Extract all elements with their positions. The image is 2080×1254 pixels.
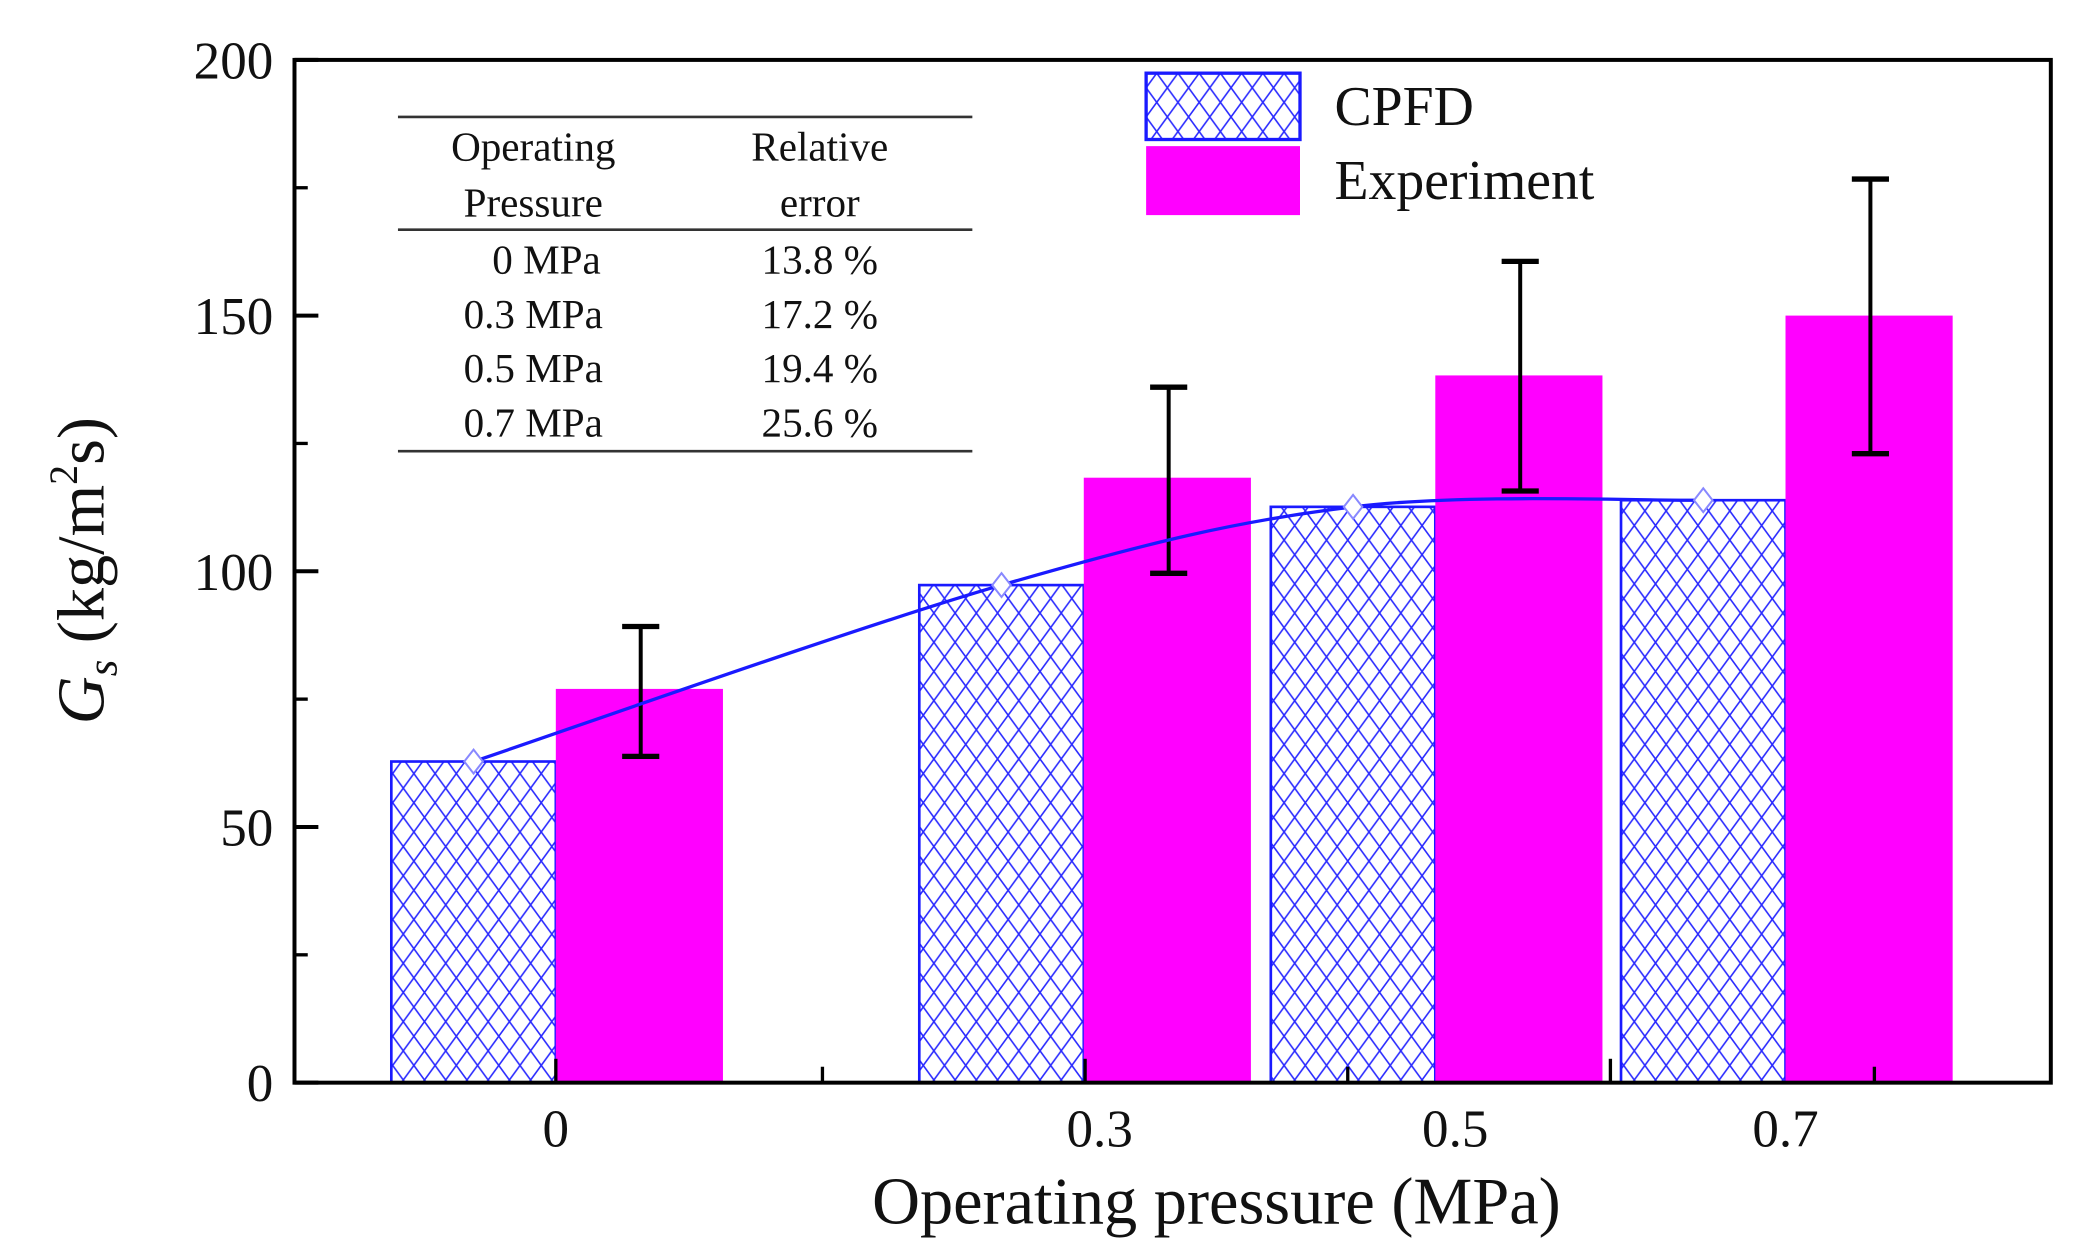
x-tick-label: 0 xyxy=(543,1100,570,1158)
legend: CPFD Experiment xyxy=(1144,71,1595,216)
bar-cpfd xyxy=(1619,498,1787,1084)
cpfd-point-marker xyxy=(463,747,485,776)
axes-layer: 0 50 100 150 200 0 0.3 0.5 0.7 xyxy=(194,32,1877,1158)
table-cell: 0.3 MPa xyxy=(464,291,603,337)
table-header-error-2: error xyxy=(780,179,860,225)
legend-swatch-experiment xyxy=(1146,146,1300,216)
bar-cpfd xyxy=(390,760,558,1084)
table-header-pressure-1: Operating xyxy=(451,124,615,170)
y-tick-label: 50 xyxy=(220,800,273,858)
table-cell: 0 MPa xyxy=(492,236,601,282)
y-tick-label: 100 xyxy=(194,544,274,602)
inset-table: Operating Pressure Relative error 0 MPa … xyxy=(397,115,973,453)
table-header-pressure-2: Pressure xyxy=(464,179,603,225)
bars-layer xyxy=(390,315,1953,1084)
error-bars-layer xyxy=(622,176,1889,760)
y-axis-title: Gs (kg/m2s) xyxy=(42,417,127,724)
table-cell: 25.6 % xyxy=(762,400,878,446)
cpfd-point-marker xyxy=(1692,486,1714,514)
cpfd-point-marker xyxy=(1342,493,1364,521)
legend-label-cpfd: CPFD xyxy=(1334,76,1473,138)
table-cell: 19.4 % xyxy=(762,345,878,391)
table-cell: 17.2 % xyxy=(762,291,878,337)
bar-cpfd xyxy=(1269,505,1437,1084)
y-axis-title-superscript: 2 xyxy=(42,465,86,485)
x-tick-label: 0.3 xyxy=(1067,1100,1133,1158)
y-axis-title-unit-end: s) xyxy=(45,417,118,465)
legend-swatch-cpfd xyxy=(1144,71,1302,142)
cpfd-trend-line xyxy=(473,496,1704,764)
trend-layer xyxy=(463,486,1714,776)
bar-experiment xyxy=(1083,477,1251,1083)
bar-cpfd xyxy=(917,583,1086,1084)
y-axis-title-unit: (kg/m xyxy=(45,485,118,660)
y-tick-label: 150 xyxy=(194,288,274,346)
table-cell: 0.5 MPa xyxy=(464,345,603,391)
table-cell: 0.7 MPa xyxy=(464,400,603,446)
y-tick-label: 200 xyxy=(194,32,274,90)
x-tick-label: 0.7 xyxy=(1752,1100,1818,1158)
cpfd-point-marker xyxy=(990,571,1013,599)
table-header-error-1: Relative xyxy=(751,124,888,170)
legend-label-experiment: Experiment xyxy=(1334,150,1594,212)
y-tick-label: 0 xyxy=(247,1055,274,1113)
y-axis-title-symbol: G xyxy=(45,676,118,724)
y-axis-title-subscript: s xyxy=(80,660,127,677)
table-cell: 13.8 % xyxy=(762,236,878,282)
x-axis-title: Operating pressure (MPa) xyxy=(872,1165,1561,1238)
x-tick-label: 0.5 xyxy=(1422,1100,1488,1158)
